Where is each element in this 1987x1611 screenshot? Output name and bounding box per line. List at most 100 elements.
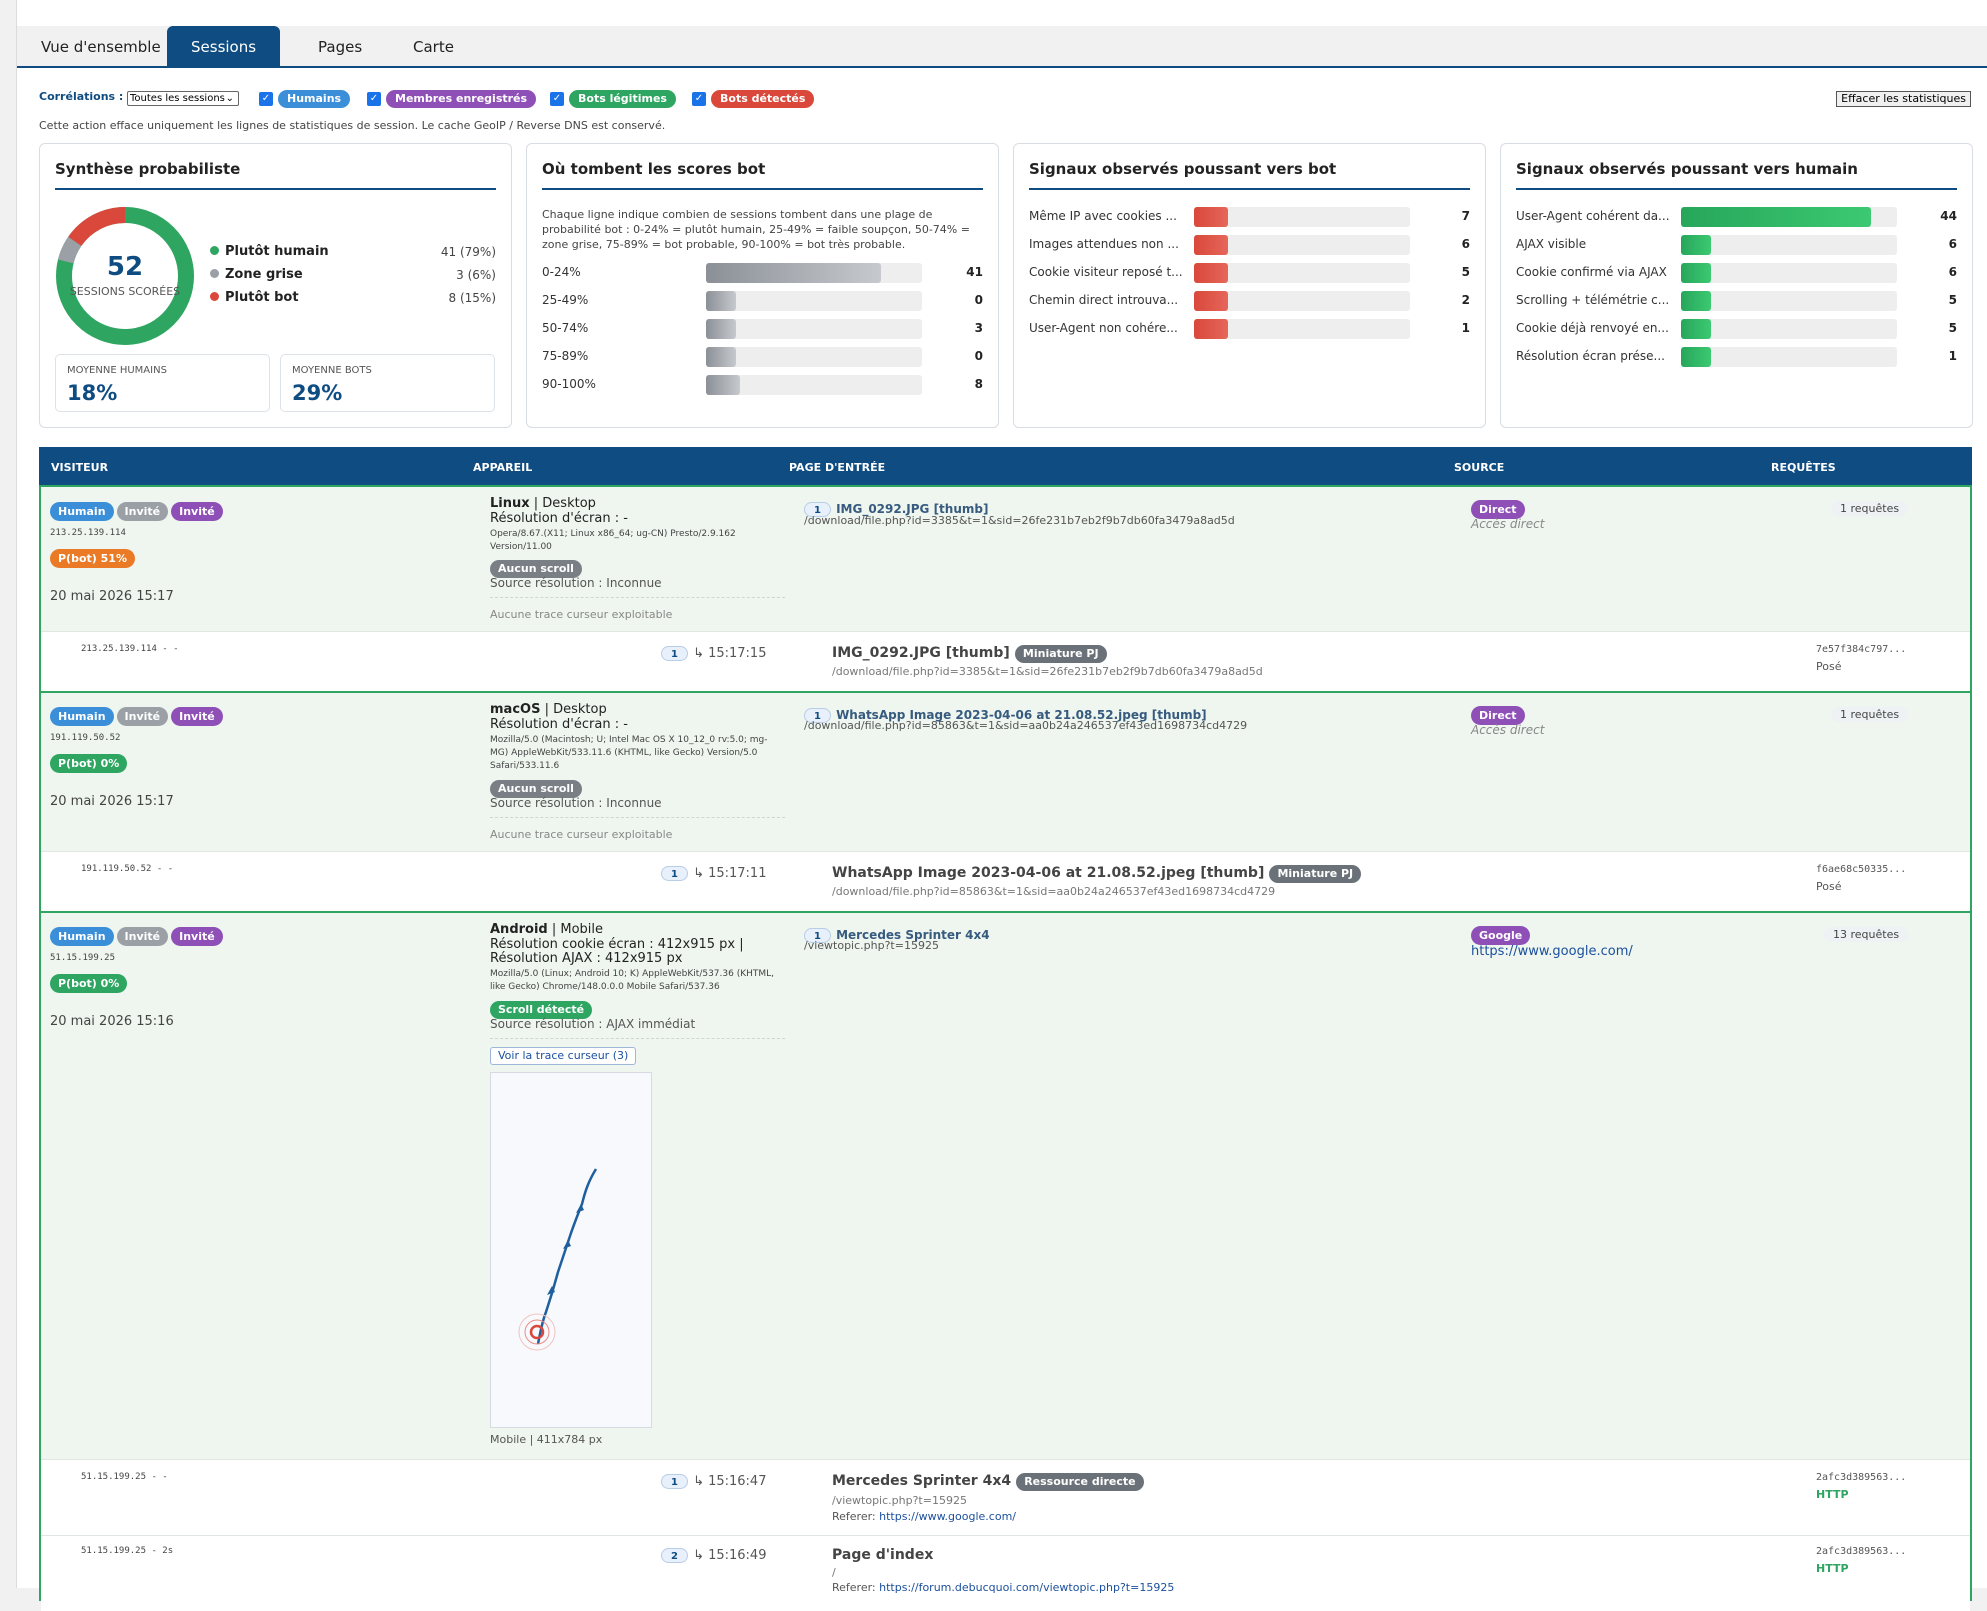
- col-entry-page: PAGE D'ENTRÉE: [789, 461, 886, 474]
- col-visitor: VISITEUR: [51, 461, 109, 474]
- request-title[interactable]: Mercedes Sprinter 4x4: [832, 1473, 1012, 1489]
- tab-sessions[interactable]: Sessions: [167, 26, 281, 68]
- score-track: [706, 319, 922, 339]
- score-count: 0: [974, 293, 983, 307]
- bot-signal-row: Cookie visiteur reposé t... 5: [1029, 263, 1470, 283]
- human-signal-track: [1681, 263, 1897, 283]
- request-row[interactable]: 213.25.139.114 - - 1 ↳ 15:17:15 IMG_0292…: [41, 631, 1970, 691]
- bot-signal-count: 2: [1461, 293, 1470, 307]
- request-ip: 191.119.50.52 - -: [81, 864, 174, 874]
- cursor-trace-canvas: [490, 1072, 652, 1428]
- device-info: Linux | Desktop: [490, 496, 596, 511]
- badge-human: Humain: [50, 502, 114, 521]
- view-cursor-trace-button[interactable]: Voir la trace curseur (3): [490, 1047, 637, 1065]
- tab-map[interactable]: Carte: [413, 38, 454, 56]
- source-badge: Direct: [1471, 706, 1525, 725]
- score-label: 90-100%: [542, 377, 596, 391]
- session-filter-select[interactable]: Toutes les sessions ⌄: [127, 91, 239, 106]
- badge-member: Invité: [171, 927, 223, 946]
- page-count: 1: [804, 502, 831, 517]
- tab-overview[interactable]: Vue d'ensemble: [41, 38, 161, 56]
- bot-signal-track: [1194, 291, 1410, 311]
- score-track: [706, 375, 922, 395]
- request-title[interactable]: Page d'index: [832, 1547, 934, 1563]
- bot-signal-row: Même IP avec cookies ... 7: [1029, 207, 1470, 227]
- entry-page-title[interactable]: Mercedes Sprinter 4x4: [836, 928, 990, 942]
- entry-page-title[interactable]: WhatsApp Image 2023-04-06 at 21.08.52.jp…: [836, 708, 1207, 722]
- human-signal-label: User-Agent cohérent da...: [1516, 209, 1670, 223]
- synthesis-title: Synthèse probabiliste: [55, 160, 496, 190]
- checkbox-members[interactable]: ✓: [367, 92, 381, 106]
- checkbox-humans[interactable]: ✓: [259, 92, 273, 106]
- request-time: ↳ 15:17:15: [693, 646, 767, 661]
- avg-bots: MOYENNE BOTS 29%: [280, 354, 495, 412]
- score-bar: [706, 291, 736, 311]
- source-badge: Google: [1471, 926, 1531, 945]
- scroll-badge: Scroll détecté: [490, 1001, 593, 1019]
- request-row[interactable]: 51.15.199.25 - - 1 ↳ 15:16:47 Mercedes S…: [41, 1459, 1970, 1535]
- bot-signal-count: 5: [1461, 265, 1470, 279]
- cursor-trace-note: Aucune trace curseur exploitable: [490, 828, 673, 841]
- avg-bots-label: MOYENNE BOTS: [292, 365, 372, 376]
- donut-bot-arc: [56, 207, 194, 345]
- request-url: /download/file.php?id=3385&t=1&sid=26fe2…: [832, 665, 1263, 678]
- human-signal-row: Cookie déjà renvoyé en... 5: [1516, 319, 1957, 339]
- legend-label: Plutôt humain: [225, 244, 329, 259]
- source-link[interactable]: https://www.google.com/: [1471, 944, 1633, 959]
- chip-humans[interactable]: Humains: [278, 90, 351, 108]
- session-row[interactable]: Humain Invité Invité 213.25.139.114 P(bot)…: [39, 485, 1972, 693]
- entry-page-title[interactable]: IMG_0292.JPG [thumb]: [836, 502, 989, 516]
- tab-pages[interactable]: Pages: [318, 38, 363, 56]
- session-row[interactable]: Humain Invité Invité 51.15.199.25 P(bot) 0…: [39, 911, 1972, 1611]
- chip-detected-bots[interactable]: Bots détectés: [711, 90, 815, 108]
- cursor-trace-note: Aucune trace curseur exploitable: [490, 608, 673, 621]
- human-signal-bar: [1681, 291, 1711, 311]
- clear-note: Cette action efface uniquement les ligne…: [39, 119, 666, 132]
- bot-signal-label: Chemin direct introuva...: [1029, 293, 1179, 307]
- chip-members[interactable]: Membres enregistrés: [386, 90, 537, 108]
- score-label: 25-49%: [542, 293, 589, 307]
- scroll-badge: Aucun scroll: [490, 780, 582, 798]
- request-count: 13 requêtes: [1824, 927, 1909, 942]
- user-agent: Mozilla/5.0 (Linux; Android 10; K) Apple…: [490, 969, 775, 992]
- pbot-badge: P(bot) 0%: [50, 754, 128, 773]
- request-tag: Miniature PJ: [1269, 865, 1362, 883]
- badge-guest: Invité: [116, 927, 169, 946]
- avg-bots-value: 29%: [292, 381, 343, 405]
- human-signal-row: User-Agent cohérent da... 44: [1516, 207, 1957, 227]
- source-detail: Accès direct: [1471, 723, 1545, 737]
- request-title[interactable]: WhatsApp Image 2023-04-06 at 21.08.52.jp…: [832, 865, 1265, 881]
- session-date: 20 mai 2026 15:16: [50, 1014, 174, 1029]
- referer-link[interactable]: https://www.google.com/: [879, 1510, 1016, 1523]
- score-row: 90-100% 8: [542, 375, 983, 395]
- request-row[interactable]: 191.119.50.52 - - 1 ↳ 15:17:11 WhatsApp …: [41, 851, 1970, 911]
- request-tag: Ressource directe: [1016, 1473, 1144, 1491]
- cursor-end-marker: [529, 1324, 545, 1340]
- score-track: [706, 263, 922, 283]
- request-row[interactable]: 51.15.199.25 - 2s 2 ↳ 15:16:49 Page d'in…: [41, 1535, 1970, 1611]
- clear-stats-button[interactable]: Effacer les statistiques: [1836, 91, 1971, 107]
- checkbox-legit-bots[interactable]: ✓: [550, 92, 564, 106]
- bot-signal-track: [1194, 319, 1410, 339]
- bot-signal-count: 1: [1461, 321, 1470, 335]
- chip-legit-bots[interactable]: Bots légitimes: [569, 90, 676, 108]
- synthesis-card: Synthèse probabiliste 52 SESSIONS SCORÉE…: [39, 143, 512, 428]
- legend-grey: Zone grise: [210, 267, 303, 282]
- checkbox-detected-bots[interactable]: ✓: [692, 92, 706, 106]
- avg-humans-label: MOYENNE HUMAINS: [67, 365, 167, 376]
- donut-grey-arc: [56, 207, 194, 345]
- bot-signal-bar: [1194, 235, 1228, 255]
- user-agent: Mozilla/5.0 (Macintosh; U; Intel Mac OS …: [490, 735, 768, 771]
- source-badge: Direct: [1471, 500, 1525, 519]
- request-referer: Referer: https://www.google.com/: [832, 1510, 1016, 1523]
- human-signal-bar: [1681, 263, 1711, 283]
- col-device: APPAREIL: [473, 461, 533, 474]
- request-title[interactable]: IMG_0292.JPG [thumb]: [832, 645, 1010, 661]
- resolution-source: Source résolution : Inconnue: [490, 576, 662, 590]
- entry-page-url: /download/file.php?id=3385&t=1&sid=26fe2…: [804, 514, 1235, 527]
- session-row[interactable]: Humain Invité Invité 191.119.50.52 P(bot) …: [39, 691, 1972, 913]
- score-count: 41: [966, 265, 983, 279]
- score-row: 50-74% 3: [542, 319, 983, 339]
- legend-label: Zone grise: [225, 267, 303, 282]
- score-count: 0: [974, 349, 983, 363]
